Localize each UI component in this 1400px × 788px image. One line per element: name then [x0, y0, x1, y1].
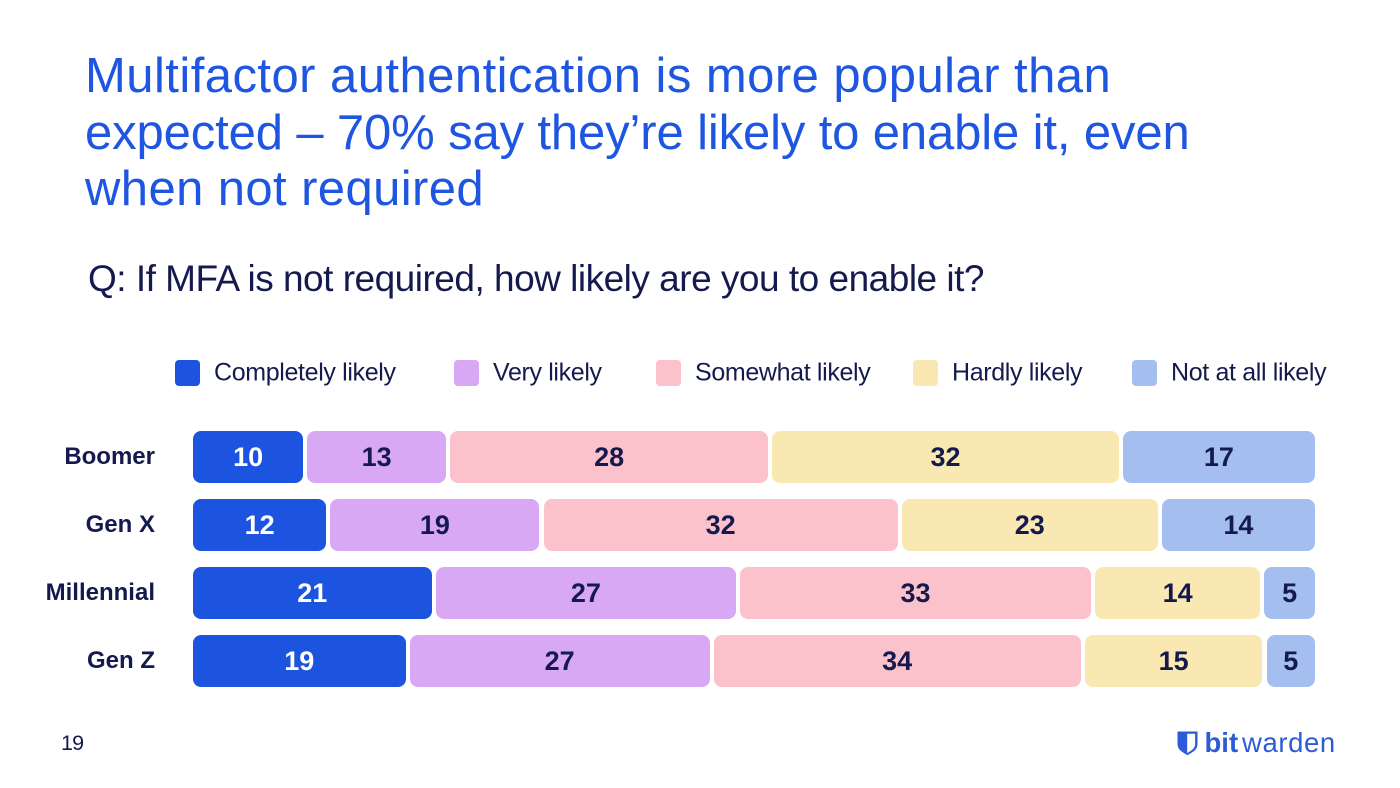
svg-text:bit: bit	[1205, 728, 1239, 758]
svg-text:warden: warden	[1241, 728, 1336, 758]
